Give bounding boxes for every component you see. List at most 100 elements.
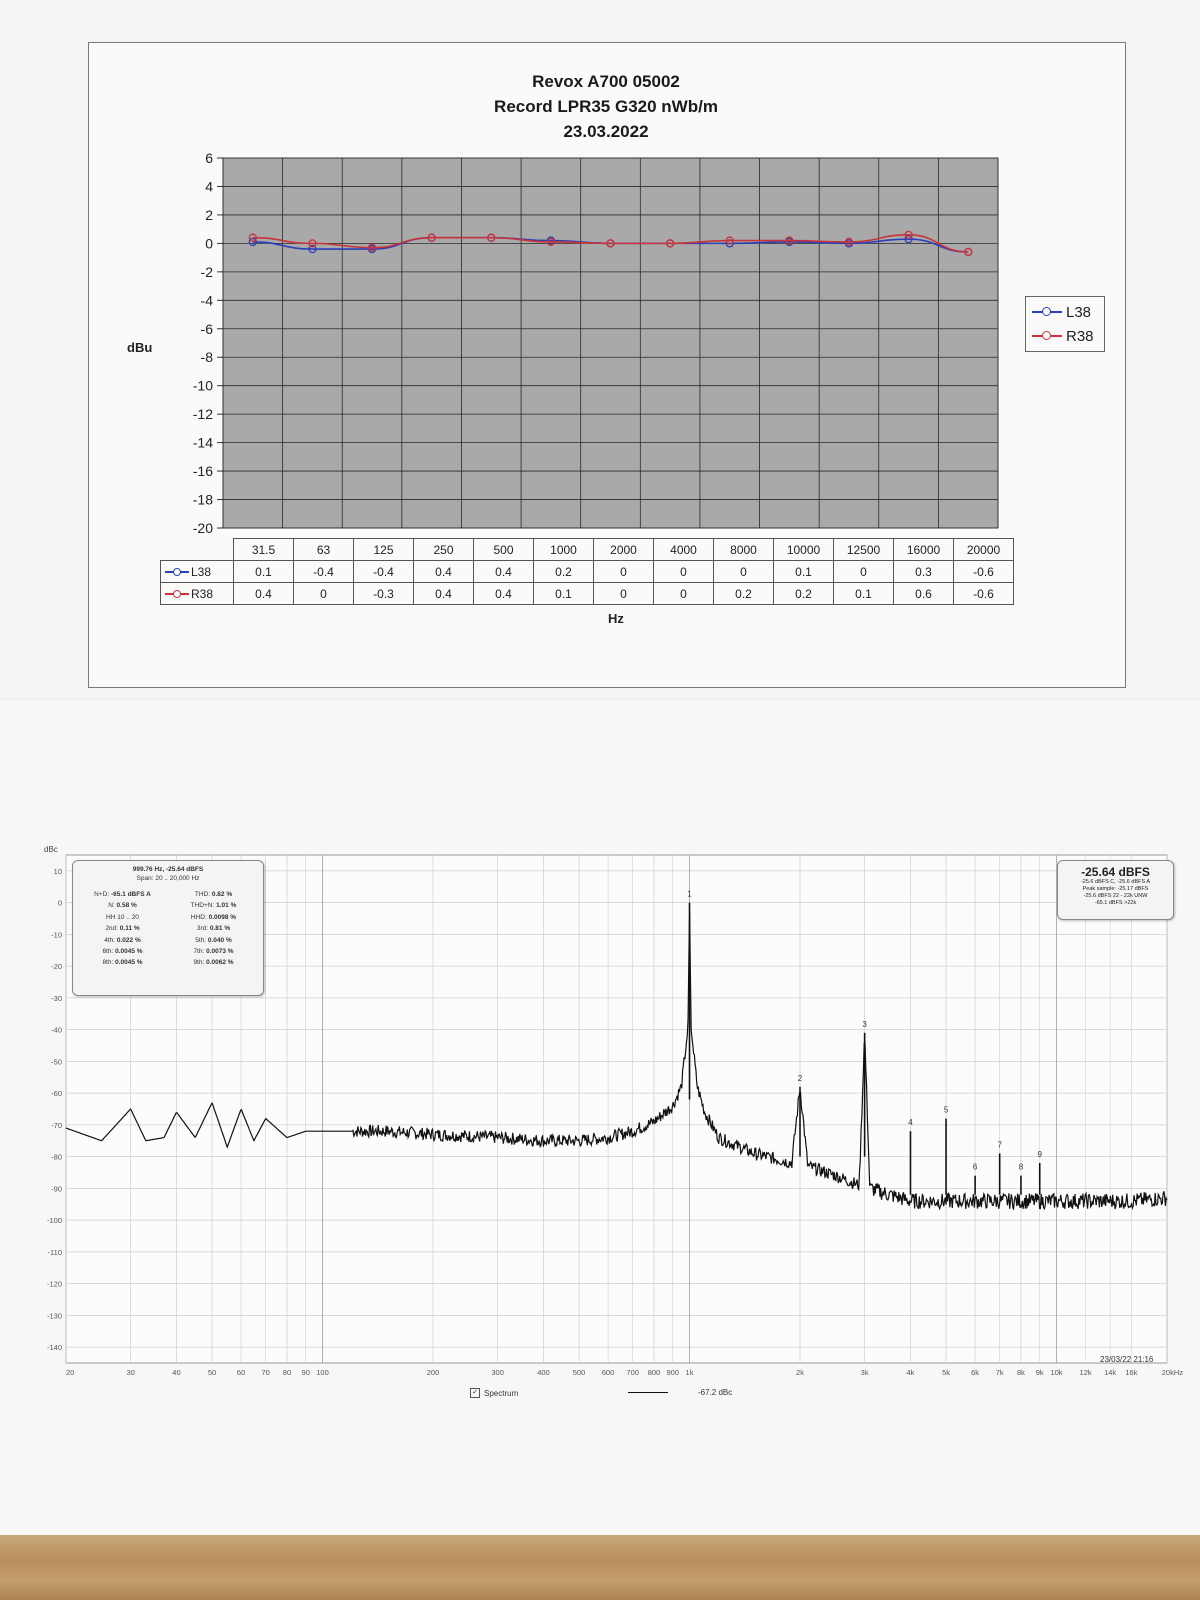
- spectrum-x-tick-label: 50: [208, 1368, 216, 1377]
- spectrum-y-tick-label: -50: [51, 1057, 62, 1066]
- spectrum-x-tick-label: 14k: [1104, 1368, 1116, 1377]
- spectrum-legend-item[interactable]: ✓ Spectrum: [470, 1388, 518, 1398]
- info-value: 1.01 %: [216, 902, 237, 910]
- response-data-table: 31.5 63 125 250 500 1000 2000 4000 8000 10000 1250…: [160, 538, 1014, 605]
- spectrum-y-tick-label: -60: [51, 1089, 62, 1098]
- response-point-r38: [546, 237, 556, 247]
- info-value: 0.0045 %: [115, 959, 143, 967]
- table-row-label: R38: [191, 586, 214, 601]
- info-grid: N+D: -65.1 dBFS A THD: 0.82 % N: 0.58 % THD…: [77, 891, 259, 966]
- info-span: Span: 20 .. 20,000 Hz: [136, 875, 200, 882]
- spectrum-x-tick-label: 70: [262, 1368, 270, 1377]
- response-point-r38: [308, 239, 317, 248]
- harmonic-label-6: 6: [973, 1163, 978, 1172]
- info-row: N: 0.58 %: [77, 902, 168, 909]
- peak-line-2: Peak sample: -25.17 dBFS: [1082, 886, 1149, 892]
- harmonic-label-1: 1: [687, 890, 692, 899]
- peak-level-box: -25.64 dBFS -25.6 dBFS C, -25.6 dBFS A P…: [1057, 860, 1174, 920]
- spectrum-trace: [65, 911, 1168, 1211]
- response-chart: 6 4 2 0 -2 -4 -6 -8 -10 -12 -14 -16 -18 -20: [193, 150, 999, 536]
- table-cell: 0: [653, 582, 714, 605]
- peak-line-3: -25.6 dBFS 22 - 22k UNW: [1083, 893, 1148, 899]
- response-y-tick-label: 2: [205, 207, 213, 223]
- spectrum-x-tick-label: 12k: [1080, 1368, 1092, 1377]
- info-value: 0.0045 %: [115, 947, 143, 955]
- spectrum-y-tick-label: -40: [51, 1026, 62, 1035]
- info-key: N+D:: [94, 891, 111, 898]
- spectrum-x-tick-label: 60: [237, 1368, 245, 1377]
- info-row: 4th: 0.022 %: [77, 937, 168, 944]
- response-point-r38: [964, 247, 973, 257]
- response-y-tick-label: -2: [201, 264, 214, 280]
- spectrum-x-tick-label: 600: [602, 1368, 615, 1377]
- legend-swatch-l38: [1032, 307, 1062, 316]
- wooden-table-edge: [0, 1535, 1200, 1600]
- spectrum-y-tick-label: -120: [47, 1280, 62, 1289]
- spectrum-y-tick-label: 10: [54, 867, 62, 876]
- spectrum-legend-label: Spectrum: [484, 1388, 519, 1398]
- response-point-r38: [844, 237, 854, 247]
- info-key: HH 10 .. 20: [106, 913, 139, 921]
- info-value: -65.1 dBFS A: [110, 891, 151, 898]
- measurement-info-box: 999.76 Hz, -25.64 dBFS Span: 20 .. 20,00…: [72, 860, 264, 996]
- info-value: 0.0073 %: [206, 947, 234, 955]
- table-header-cell: 63: [293, 538, 354, 561]
- info-row: 6th: 0.0045 %: [77, 948, 168, 955]
- peak-level-title: -25.64 dBFS: [1081, 865, 1150, 879]
- harmonic-label-7: 7: [997, 1140, 1002, 1149]
- peak-line-1: -25.6 dBFS C, -25.6 dBFS A: [1080, 879, 1151, 885]
- info-key: 8th:: [102, 959, 116, 967]
- table-cell: 0.4: [413, 560, 474, 583]
- info-value: 0.58 %: [116, 902, 137, 910]
- response-y-tick-label: 4: [205, 178, 213, 194]
- response-point-r38: [248, 233, 257, 242]
- spectrum-x-tick-label: 500: [573, 1368, 586, 1377]
- response-y-tick-label: -18: [193, 492, 213, 508]
- spectrum-x-tick-label: 800: [648, 1368, 661, 1377]
- response-y-tick-label: 0: [205, 235, 213, 251]
- legend-swatch-r38: [1032, 331, 1062, 340]
- response-plot-area: [222, 157, 999, 529]
- spectrum-checkbox[interactable]: ✓: [470, 1388, 480, 1398]
- response-point-r38: [904, 230, 913, 239]
- table-row-swatch: [165, 590, 189, 599]
- info-row: N+D: -65.1 dBFS A: [77, 891, 168, 898]
- spectrum-y-tick-label: 0: [58, 899, 62, 908]
- response-y-tick-label: -12: [193, 406, 213, 422]
- info-key: HHD:: [190, 913, 209, 921]
- info-key: 5th:: [195, 936, 208, 944]
- info-row: 9th: 0.0062 %: [168, 959, 259, 966]
- peak-line-4: -65.1 dBFS >22k: [1094, 900, 1137, 906]
- response-point-l38: [308, 244, 317, 254]
- response-y-tick-label: -8: [201, 349, 214, 365]
- spectrum-x-tick-label: 20kHz: [1162, 1368, 1184, 1377]
- table-cell: 0.3: [893, 560, 954, 583]
- response-y-tick-label: -10: [193, 378, 213, 394]
- table-row-swatch: [165, 568, 189, 577]
- response-point-r38: [367, 243, 377, 252]
- response-legend: L38 R38: [1025, 296, 1105, 352]
- response-point-r38: [487, 233, 496, 242]
- spectrum-y-tick-label: -100: [47, 1216, 62, 1225]
- spectrum-x-tick-label: 90: [302, 1368, 310, 1377]
- info-row: 8th: 0.0045 %: [77, 959, 168, 966]
- info-key: THD:: [194, 891, 212, 898]
- spectrum-x-tick-label: 7k: [996, 1368, 1004, 1377]
- spectrum-y-tick-label: -130: [47, 1311, 62, 1320]
- response-y-tick-label: -20: [193, 520, 213, 536]
- response-point-r38: [427, 233, 436, 242]
- response-point-r38: [606, 239, 615, 248]
- response-y-tick-label: -16: [193, 463, 213, 479]
- table-cell: 0.1: [833, 582, 894, 605]
- chart-title-line-1: Revox A700 05002: [532, 72, 680, 91]
- spectrum-y-tick-label: -20: [51, 962, 62, 971]
- harmonic-label-3: 3: [862, 1020, 867, 1029]
- legend-label-l38: L38: [1066, 303, 1092, 321]
- info-key: THD+N:: [190, 902, 217, 910]
- spectrum-x-tick-label: 16k: [1125, 1368, 1137, 1377]
- response-point-r38: [665, 239, 675, 248]
- info-key: 9th:: [193, 959, 207, 967]
- spectrum-x-tick-label: 20: [66, 1368, 74, 1377]
- table-row-label: L38: [191, 564, 212, 579]
